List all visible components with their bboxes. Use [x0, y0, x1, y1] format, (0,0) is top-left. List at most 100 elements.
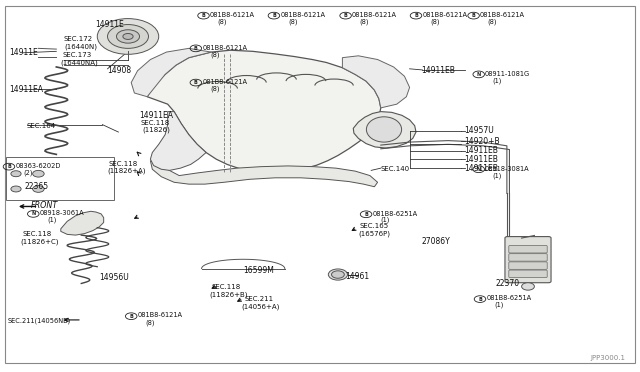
Text: (16576P): (16576P): [358, 230, 390, 237]
Text: 14911EB: 14911EB: [465, 164, 499, 173]
Text: SEC.118: SEC.118: [109, 161, 138, 167]
Text: SEC.172: SEC.172: [64, 36, 93, 42]
FancyBboxPatch shape: [509, 270, 547, 278]
Text: (16440N): (16440N): [64, 43, 97, 50]
Text: (14056+A): (14056+A): [241, 304, 280, 310]
Circle shape: [522, 283, 534, 290]
Text: 081B8-6121A: 081B8-6121A: [352, 12, 397, 18]
Text: (8): (8): [430, 18, 440, 25]
Text: 14911EA: 14911EA: [10, 85, 44, 94]
Text: (8): (8): [288, 18, 298, 25]
Text: B: B: [194, 46, 198, 51]
Text: (11826+A): (11826+A): [107, 168, 145, 174]
Text: 14911EA: 14911EA: [140, 111, 173, 120]
Text: 14911E: 14911E: [95, 20, 124, 29]
Text: SEC.165: SEC.165: [360, 223, 389, 229]
Circle shape: [97, 19, 159, 54]
Text: 22365: 22365: [24, 182, 49, 191]
Circle shape: [108, 25, 148, 48]
Circle shape: [33, 186, 44, 192]
Circle shape: [123, 33, 133, 39]
Text: 08918-3081A: 08918-3081A: [485, 166, 530, 171]
Text: SEC.118: SEC.118: [141, 120, 170, 126]
Text: 081B8-6121A: 081B8-6121A: [202, 79, 247, 85]
Text: (16440NA): (16440NA): [60, 59, 98, 66]
FancyBboxPatch shape: [509, 262, 547, 269]
Text: 14911EB: 14911EB: [465, 155, 499, 164]
Text: SEC.118: SEC.118: [22, 231, 52, 237]
Text: 081B8-6251A: 081B8-6251A: [486, 295, 532, 301]
Text: 16599M: 16599M: [243, 266, 274, 275]
FancyBboxPatch shape: [505, 237, 551, 283]
Circle shape: [116, 30, 140, 43]
Text: (8): (8): [210, 85, 220, 92]
Text: B: B: [344, 13, 348, 18]
Text: FRONT: FRONT: [31, 201, 58, 210]
Polygon shape: [150, 161, 378, 187]
Text: B: B: [478, 296, 482, 302]
Text: 22370: 22370: [496, 279, 520, 288]
Text: (1): (1): [493, 77, 502, 84]
Circle shape: [332, 271, 344, 278]
Circle shape: [33, 170, 44, 177]
Text: B: B: [194, 80, 198, 85]
Text: (1): (1): [494, 302, 504, 308]
Text: N: N: [31, 211, 35, 217]
Text: 081B8-6121A: 081B8-6121A: [480, 12, 525, 18]
Text: (1): (1): [380, 217, 390, 224]
FancyBboxPatch shape: [6, 157, 114, 200]
FancyBboxPatch shape: [509, 246, 547, 253]
Text: (8): (8): [488, 18, 497, 25]
Text: 081B8-6121A: 081B8-6121A: [422, 12, 467, 18]
Text: 081B8-6121A: 081B8-6121A: [210, 12, 255, 18]
Text: 08363-6202D: 08363-6202D: [15, 163, 61, 169]
Polygon shape: [342, 56, 410, 108]
Text: SEC.173: SEC.173: [63, 52, 92, 58]
Polygon shape: [131, 48, 211, 97]
Text: 081B8-6121A: 081B8-6121A: [280, 12, 325, 18]
Text: B: B: [272, 13, 276, 18]
Text: B: B: [472, 13, 476, 18]
Text: B: B: [202, 13, 205, 18]
Circle shape: [11, 186, 21, 192]
Circle shape: [11, 171, 21, 177]
Text: 14911EB: 14911EB: [465, 146, 499, 155]
Text: 14961: 14961: [346, 272, 370, 280]
Text: SEC.140: SEC.140: [381, 166, 410, 172]
Text: (2): (2): [23, 169, 33, 176]
Ellipse shape: [366, 117, 402, 142]
Text: 081B8-6251A: 081B8-6251A: [372, 211, 418, 217]
Text: SEC.118: SEC.118: [211, 284, 241, 290]
Text: 081B8-6121A: 081B8-6121A: [138, 312, 182, 318]
Text: (8): (8): [210, 51, 220, 58]
Text: 14908: 14908: [108, 66, 132, 75]
Circle shape: [328, 269, 348, 280]
Polygon shape: [61, 211, 104, 235]
Text: SEC.164: SEC.164: [27, 124, 56, 129]
Polygon shape: [353, 112, 416, 148]
Text: (8): (8): [360, 18, 369, 25]
Text: N: N: [477, 167, 481, 172]
Text: 14957U: 14957U: [465, 126, 494, 135]
Text: (8): (8): [218, 18, 227, 25]
Text: B: B: [414, 13, 418, 18]
Text: 08911-1081G: 08911-1081G: [485, 71, 531, 77]
Polygon shape: [150, 112, 206, 170]
Text: 08918-3061A: 08918-3061A: [40, 210, 84, 216]
Text: (11826+C): (11826+C): [20, 238, 59, 245]
Text: (11826): (11826): [142, 127, 170, 134]
Polygon shape: [147, 50, 381, 173]
Text: (11826+B): (11826+B): [209, 291, 248, 298]
Text: SEC.211: SEC.211: [244, 296, 274, 302]
Text: (1): (1): [47, 217, 57, 224]
Text: SEC.211(14056NB): SEC.211(14056NB): [8, 317, 71, 324]
Text: JPP3000.1: JPP3000.1: [591, 355, 626, 361]
Text: 14911EB: 14911EB: [421, 66, 455, 75]
Text: B: B: [364, 212, 368, 217]
Text: (8): (8): [145, 319, 155, 326]
Text: 14956U: 14956U: [99, 273, 129, 282]
Text: B: B: [129, 314, 133, 319]
Text: 081B8-6121A: 081B8-6121A: [202, 45, 247, 51]
FancyBboxPatch shape: [5, 6, 635, 363]
FancyBboxPatch shape: [509, 254, 547, 261]
